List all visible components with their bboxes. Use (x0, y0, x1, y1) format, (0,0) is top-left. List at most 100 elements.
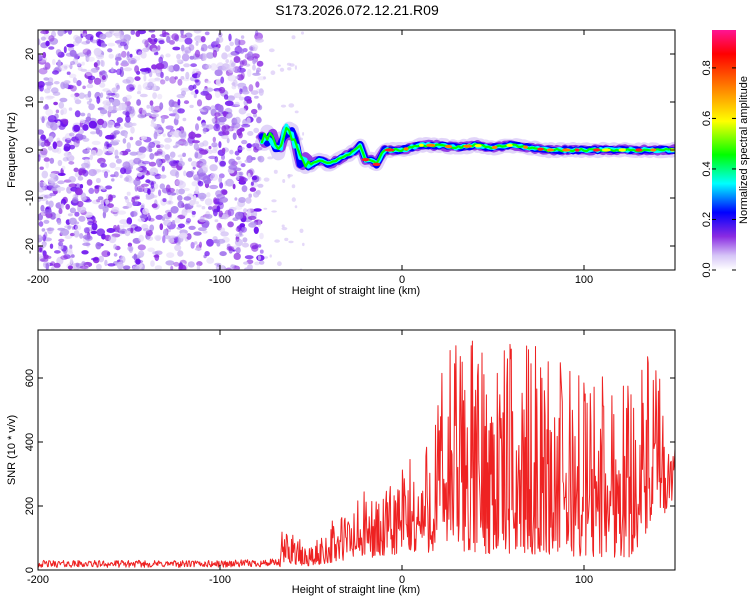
noise-speckle (153, 152, 159, 157)
noise-speckle (115, 56, 122, 61)
noise-speckle (96, 54, 104, 60)
noise-speckle (214, 90, 221, 98)
noise-speckle (259, 232, 264, 240)
noise-speckle (269, 254, 272, 258)
noise-speckle (38, 138, 45, 146)
noise-speckle (157, 93, 163, 100)
noise-speckle (167, 65, 173, 72)
noise-speckle (62, 107, 68, 115)
noise-speckle (163, 229, 168, 237)
noise-speckle (168, 106, 173, 112)
noise-speckle (210, 63, 218, 71)
noise-speckle (215, 78, 222, 87)
noise-speckle (63, 152, 72, 158)
noise-speckle (102, 70, 106, 74)
noise-speckle (126, 84, 135, 92)
y-tick-label: -20 (24, 238, 36, 254)
trace-hotspot (574, 148, 580, 152)
noise-speckle (100, 163, 107, 168)
noise-speckle (257, 244, 262, 248)
noise-speckle (150, 109, 159, 114)
noise-speckle (166, 220, 171, 226)
noise-speckle (67, 30, 73, 35)
noise-speckle (102, 205, 109, 213)
y-tick-label: 0 (24, 567, 36, 573)
noise-speckle (73, 167, 79, 173)
noise-speckle (162, 198, 167, 203)
noise-speckle (139, 68, 149, 72)
noise-speckle (219, 251, 227, 257)
noise-speckle (126, 142, 131, 150)
noise-speckle (256, 116, 262, 124)
noise-speckle (180, 30, 184, 36)
noise-speckle (88, 187, 95, 194)
noise-speckle (53, 101, 58, 106)
noise-speckle (154, 265, 162, 270)
noise-speckle (188, 44, 195, 51)
noise-speckle (81, 162, 90, 168)
noise-speckle (81, 261, 86, 266)
noise-speckle (156, 144, 161, 149)
noise-speckle (256, 60, 264, 67)
noise-speckle (101, 233, 106, 240)
noise-speckle (252, 64, 256, 71)
noise-speckle (76, 62, 81, 67)
noise-speckle (156, 148, 163, 155)
noise-speckle (84, 211, 93, 218)
noise-speckle (137, 84, 142, 93)
noise-speckle (134, 265, 142, 270)
noise-speckle (130, 126, 135, 134)
trace-hotspot (523, 145, 528, 149)
noise-speckle (238, 39, 246, 46)
noise-speckle (86, 100, 92, 105)
noise-speckle (116, 84, 120, 90)
noise-speckle (38, 54, 43, 62)
y-tick-label: -10 (24, 190, 36, 206)
y-tick-label: 200 (24, 497, 36, 515)
noise-speckle (69, 63, 73, 70)
noise-speckle (44, 81, 54, 86)
noise-speckle (192, 68, 200, 72)
noise-speckle (50, 261, 56, 267)
noise-speckle (216, 238, 226, 244)
noise-speckle (219, 197, 229, 203)
noise-speckle (193, 30, 202, 34)
noise-speckle (192, 84, 197, 90)
noise-speckle (123, 67, 133, 72)
noise-speckle (195, 185, 199, 193)
noise-speckle (147, 81, 155, 89)
noise-speckle (140, 51, 147, 59)
noise-speckle (202, 53, 207, 61)
noise-speckle (150, 34, 156, 39)
noise-speckle (120, 167, 127, 175)
noise-speckle (143, 74, 147, 82)
noise-speckle (169, 192, 177, 196)
trace-hotspot (601, 148, 611, 152)
noise-speckle (246, 113, 252, 118)
noise-speckle (268, 48, 275, 53)
y-tick-label: 400 (24, 433, 36, 451)
noise-speckle (93, 62, 98, 68)
noise-speckle (204, 31, 210, 36)
noise-speckle (52, 267, 62, 270)
noise-speckle (239, 223, 246, 228)
noise-speckle (69, 207, 76, 214)
noise-speckle (70, 85, 77, 92)
noise-speckle (191, 181, 199, 187)
noise-speckle (79, 184, 84, 189)
noise-speckle (68, 161, 75, 165)
noise-speckle (256, 189, 261, 196)
noise-speckle (209, 173, 219, 181)
noise-speckle (182, 117, 187, 122)
noise-speckle (90, 230, 98, 235)
noise-speckle (125, 111, 130, 118)
noise-speckle (194, 89, 199, 95)
noise-speckle (180, 34, 187, 39)
noise-speckle (86, 146, 91, 152)
noise-speckle (121, 60, 128, 65)
noise-speckle (150, 123, 158, 128)
noise-speckle (89, 154, 93, 161)
noise-speckle (95, 177, 101, 184)
noise-speckle (135, 258, 141, 265)
noise-speckle (133, 157, 142, 165)
